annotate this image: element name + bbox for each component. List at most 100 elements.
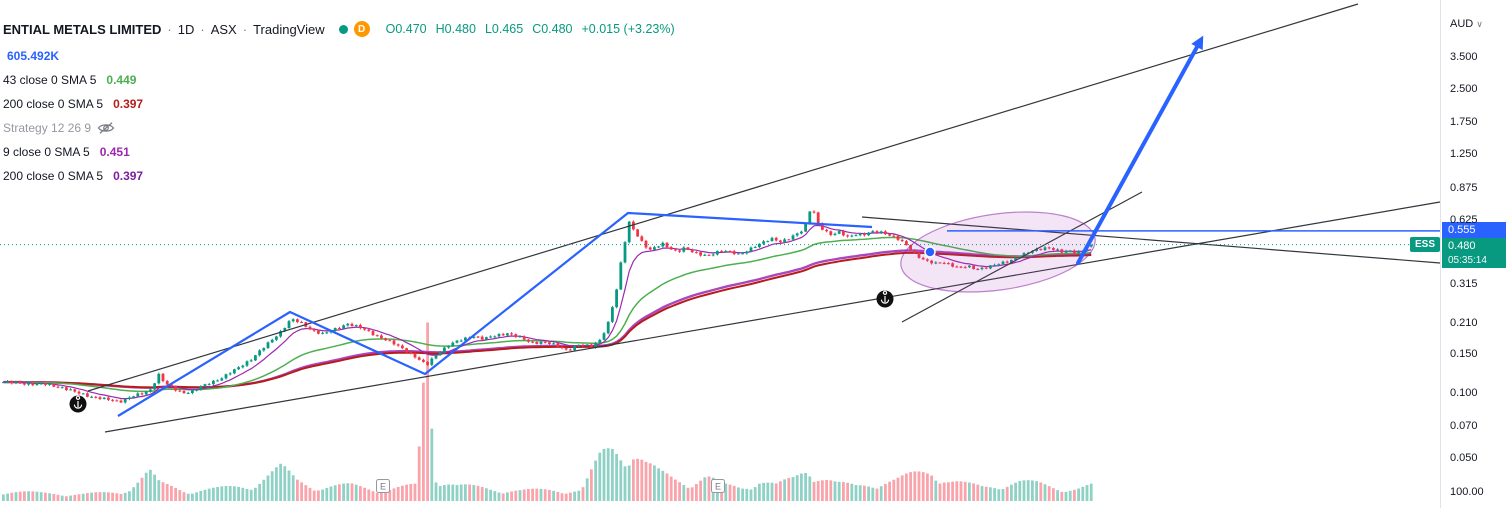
trendline[interactable] [901, 191, 1143, 323]
volume-bar [653, 465, 656, 501]
candle-body [821, 223, 824, 230]
market-status-icon[interactable] [338, 24, 348, 34]
candle-body [1035, 248, 1038, 251]
legend-row-ma-9[interactable]: 9 close 0 SMA 5 0.451 [3, 140, 675, 164]
volume-bar [2, 494, 5, 501]
candle-body [699, 252, 702, 256]
volume-bar [128, 491, 131, 501]
earnings-marker[interactable]: E [711, 479, 725, 493]
note-anchor-icon[interactable] [69, 395, 87, 413]
volume-bar [913, 471, 917, 501]
volume-bar [56, 494, 60, 501]
volume-bar [178, 490, 182, 501]
volume-bar [636, 458, 639, 501]
bar-countdown: 05:35:14 [1448, 254, 1487, 266]
volume-bar [774, 483, 778, 501]
legend-row-ma-43[interactable]: 43 close 0 SMA 5 0.449 [3, 68, 675, 92]
volume-bar [699, 480, 702, 501]
candle-body [661, 242, 665, 247]
candle-body [665, 242, 669, 248]
volume-bar [955, 481, 959, 501]
volume-bar [371, 491, 375, 501]
volume-bar [707, 476, 711, 501]
note-anchor-icon[interactable] [876, 290, 894, 308]
candle-body [909, 245, 912, 251]
earnings-marker[interactable]: E [376, 479, 390, 493]
volume-bar [245, 488, 249, 501]
candle-body [111, 399, 114, 401]
volume-bar [1077, 488, 1080, 501]
symbol-title[interactable]: ENTIAL METALS LIMITED [3, 21, 162, 37]
candle-body [934, 262, 938, 264]
volume-bar [346, 483, 350, 501]
volume-bar [980, 486, 984, 501]
moving-average-line[interactable] [3, 224, 1092, 400]
candle-body [1010, 260, 1013, 263]
candle-body [804, 223, 807, 232]
candle-body [543, 341, 547, 343]
indicator-label: Strategy 12 26 9 [3, 121, 92, 135]
zigzag-drawing[interactable] [117, 211, 873, 417]
volume-bar [321, 489, 324, 501]
candle-body [812, 211, 816, 213]
candle-body [237, 367, 240, 370]
vendor-link[interactable]: TradingView [253, 21, 325, 37]
ellipse-highlight[interactable] [896, 201, 1101, 304]
interval-button[interactable]: 1D [177, 21, 195, 37]
arrow-drawing[interactable] [1076, 45, 1199, 265]
candle-body [648, 247, 652, 250]
candle-body [875, 231, 879, 233]
volume-bar [724, 483, 728, 501]
volume-bar [1089, 483, 1093, 501]
candle-body [900, 239, 904, 242]
candle-body [913, 250, 917, 253]
legend-row-strategy[interactable]: Strategy 12 26 9 [3, 116, 675, 140]
candle-body [333, 328, 337, 331]
exchange-label[interactable]: ASX [210, 21, 237, 37]
indicator-value: 0.397 [113, 97, 144, 111]
candle-body [690, 249, 694, 253]
volume-bar [94, 492, 98, 501]
candle-body [136, 393, 140, 397]
volume-bar [959, 481, 963, 501]
legend-row-ma-200[interactable]: 200 close 0 SMA 5 0.397 [3, 92, 675, 116]
legend-row-volume[interactable]: 605.492K [3, 44, 675, 68]
candle-body [132, 396, 135, 398]
eye-hidden-icon[interactable] [97, 121, 115, 135]
candle-body [140, 393, 144, 395]
candle-body [972, 265, 975, 270]
candle-body [514, 334, 518, 337]
volume-bar [77, 494, 81, 501]
currency-selector[interactable]: AUD ∨ [1450, 18, 1483, 30]
volume-bar [875, 488, 879, 501]
trendline[interactable] [861, 216, 1441, 264]
volume-bar [380, 492, 383, 501]
candle-body [1043, 247, 1047, 250]
volume-bar [732, 485, 736, 501]
price-axis[interactable]: AUD ∨ 0.555 0.480 05:35:14 100.00 3.500 2.… [1440, 0, 1511, 508]
volume-bar [749, 489, 753, 501]
volume-bar [480, 486, 484, 501]
trendline[interactable] [87, 3, 1359, 392]
candle-body [963, 267, 967, 269]
candle-body [1077, 251, 1080, 254]
volume-bar [279, 463, 282, 501]
candle-body [153, 383, 156, 390]
volume-bar [905, 473, 908, 501]
moving-average-line[interactable] [3, 251, 1092, 389]
legend-row-ma-200-purple[interactable]: 200 close 0 SMA 5 0.397 [3, 164, 675, 188]
volume-bar [52, 494, 56, 501]
candle-body [308, 326, 312, 329]
volume-bar [1001, 489, 1005, 501]
volume-bar [434, 482, 438, 501]
point-marker[interactable] [924, 246, 936, 258]
volume-bar [325, 487, 329, 501]
daily-data-badge[interactable]: D [353, 21, 370, 37]
volume-bar [1005, 486, 1009, 501]
candle-body [896, 235, 900, 240]
volume-bar [837, 481, 841, 501]
trendline[interactable] [104, 201, 1441, 433]
volume-bar [212, 487, 215, 501]
